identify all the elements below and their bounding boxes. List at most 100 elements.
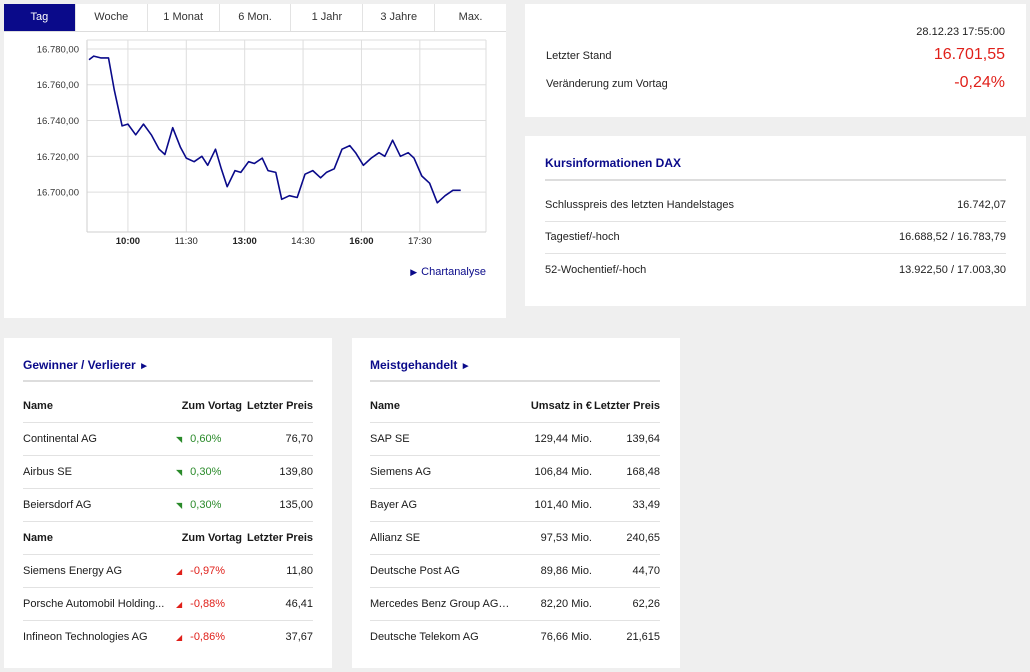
stock-name[interactable]: Bayer AG <box>370 488 510 522</box>
tab-1-monat[interactable]: 1 Monat <box>148 4 220 31</box>
table-row[interactable]: Bayer AG 101,40 Mio. 33,49 <box>370 488 660 522</box>
stock-change: 0,30% <box>190 499 222 511</box>
table-header-row: Name Zum Vortag Letzter Preis <box>23 521 313 555</box>
tab-6-mon[interactable]: 6 Mon. <box>220 4 292 31</box>
arrow-down-icon: ◢ <box>176 567 183 576</box>
tab-1-jahr[interactable]: 1 Jahr <box>291 4 364 31</box>
x-tick-label: 16:00 <box>349 236 373 247</box>
tagestief-label: Tagestief/-hoch <box>545 231 620 243</box>
stock-name[interactable]: Beiersdorf AG <box>23 488 168 522</box>
meistgehandelt-title[interactable]: Meistgehandelt ► <box>370 358 471 372</box>
stock-name[interactable]: Deutsche Post AG <box>370 554 510 588</box>
stock-price: 44,70 <box>592 554 660 588</box>
stock-umsatz: 76,66 Mio. <box>540 631 592 643</box>
y-tick-label: 16.780,00 <box>37 44 79 55</box>
table-header-row: Name Zum Vortag Letzter Preis <box>23 390 313 423</box>
stock-name[interactable]: Allianz SE <box>370 521 510 555</box>
col-name-header: Name <box>23 390 168 423</box>
stock-name[interactable]: Airbus SE <box>23 455 168 489</box>
arrow-up-icon: ◥ <box>176 468 183 477</box>
col-vortag-header: Zum Vortag <box>168 521 242 555</box>
x-tick-label: 14:30 <box>291 236 315 247</box>
stock-price: 46,41 <box>242 587 313 621</box>
y-tick-label: 16.720,00 <box>37 152 79 163</box>
tab-max[interactable]: Max. <box>458 11 483 23</box>
y-tick-label: 16.760,00 <box>37 80 79 91</box>
y-tick-label: 16.700,00 <box>37 188 79 199</box>
stock-name[interactable]: Continental AG <box>23 422 168 456</box>
table-row[interactable]: Infineon Technologies AG ◢ -0,86% 37,67 <box>23 621 313 654</box>
stock-change: -0,86% <box>190 631 226 643</box>
row-divider <box>545 253 1006 254</box>
table-row[interactable]: Airbus SE ◥ 0,30% 139,80 <box>23 455 313 489</box>
x-tick-label: 13:00 <box>233 236 257 247</box>
title-divider <box>23 380 313 382</box>
table-row[interactable]: Mercedes Benz Group AG ... 82,20 Mio. 62… <box>370 587 660 621</box>
stock-name[interactable]: SAP SE <box>370 422 510 456</box>
stock-name[interactable]: Siemens AG <box>370 455 510 489</box>
stock-price: 37,67 <box>285 631 313 643</box>
meistgehandelt-title-text: Meistgehandelt <box>370 358 458 372</box>
y-tick-label: 16.740,00 <box>37 116 79 127</box>
gewinner-verlierer-title[interactable]: Gewinner / Verlierer ► <box>23 358 149 372</box>
stock-name[interactable]: Siemens Energy AG <box>23 554 168 588</box>
stock-price: 33,49 <box>592 488 660 522</box>
stock-price: 168,48 <box>592 455 660 489</box>
schlusspreis-label: Schlusspreis des letzten Handelstages <box>545 199 734 211</box>
stock-umsatz: 101,40 Mio. <box>510 488 592 522</box>
stock-change: 0,30% <box>190 466 222 478</box>
table-row[interactable]: Siemens AG 106,84 Mio. 168,48 <box>370 455 660 489</box>
tab-tag[interactable]: Tag <box>4 4 76 31</box>
table-row[interactable]: Continental AG ◥ 0,60% 76,70 <box>23 422 313 456</box>
title-divider <box>370 380 660 382</box>
table-row[interactable]: Allianz SE 97,53 Mio. 240,65 <box>370 521 660 555</box>
stock-name[interactable]: Infineon Technologies AG <box>23 631 148 643</box>
row-divider <box>545 221 1006 222</box>
chartanalyse-link[interactable]: ▶ Chartanalyse <box>410 266 486 278</box>
tagestief-value: 16.688,52 / 16.783,79 <box>898 231 1006 243</box>
table-row[interactable]: Beiersdorf AG ◥ 0,30% 135,00 <box>23 488 313 522</box>
table-row[interactable]: Deutsche Telekom AG 76,66 Mio. 21,615 <box>370 621 660 654</box>
chart-panel: Tag Woche 1 Monat 6 Mon. 1 Jahr 3 Jahre … <box>4 4 506 318</box>
gewinner-verlierer-title-text: Gewinner / Verlierer <box>23 358 136 372</box>
meistgehandelt-table: Name Umsatz in € Letzter Preis SAP SE 12… <box>370 390 660 653</box>
stock-name[interactable]: Deutsche Telekom AG <box>370 631 479 643</box>
price-chart: 16.780,00 16.760,00 16.740,00 16.720,00 16.7… <box>37 39 487 247</box>
stock-price: 240,65 <box>592 521 660 555</box>
quote-panel: 28.12.23 17:55:00 Letzter Stand 16.701,5… <box>525 4 1026 117</box>
x-tick-label: 11:30 <box>175 236 198 247</box>
arrow-down-icon: ◢ <box>176 633 183 642</box>
table-row[interactable]: SAP SE 129,44 Mio. 139,64 <box>370 422 660 456</box>
stock-name[interactable]: Porsche Automobil Holding... <box>23 587 168 621</box>
stock-price: 135,00 <box>242 488 313 522</box>
stock-name[interactable]: Mercedes Benz Group AG ... <box>370 587 510 621</box>
col-name-header: Name <box>370 390 510 423</box>
wochentief-label: 52-Wochentief/-hoch <box>545 264 647 276</box>
wochentief-value: 13.922,50 / 17.003,30 <box>898 264 1006 276</box>
veraenderung-label: Veränderung zum Vortag <box>546 78 668 90</box>
letzter-stand-value: 16.701,55 <box>933 46 1005 63</box>
kursinfo-title: Kursinformationen DAX <box>545 156 682 170</box>
table-row[interactable]: Porsche Automobil Holding... ◢ -0,88% 46,… <box>23 587 313 621</box>
stock-umsatz: 82,20 Mio. <box>510 587 592 621</box>
kursinfo-panel: Kursinformationen DAX Schlusspreis des l… <box>525 136 1026 306</box>
gewinner-verlierer-panel: Gewinner / Verlierer ► Name Zum Vortag L… <box>4 338 332 668</box>
x-tick-label: 17:30 <box>408 236 432 247</box>
stock-change: 0,60% <box>190 433 222 445</box>
tab-woche[interactable]: Woche <box>76 4 148 31</box>
stock-umsatz: 129,44 Mio. <box>510 422 592 456</box>
tab-3-jahre[interactable]: 3 Jahre <box>363 4 436 31</box>
stock-umsatz: 89,86 Mio. <box>510 554 592 588</box>
chartanalyse-label: Chartanalyse <box>421 266 486 278</box>
col-vortag-header: Zum Vortag <box>168 390 242 423</box>
table-row[interactable]: Deutsche Post AG 89,86 Mio. 44,70 <box>370 554 660 588</box>
price-line <box>88 55 461 204</box>
table-header-row: Name Umsatz in € Letzter Preis <box>370 390 660 423</box>
arrow-right-icon: ► <box>139 361 149 372</box>
kursinfo-divider <box>545 179 1006 181</box>
gewinner-verlierer-table: Name Zum Vortag Letzter Preis Continenta… <box>23 390 313 653</box>
col-preis-header: Letzter Preis <box>242 390 313 423</box>
table-row[interactable]: Siemens Energy AG ◢ -0,97% 11,80 <box>23 554 313 588</box>
col-name-header: Name <box>23 521 168 555</box>
letzter-stand-label: Letzter Stand <box>546 50 612 62</box>
